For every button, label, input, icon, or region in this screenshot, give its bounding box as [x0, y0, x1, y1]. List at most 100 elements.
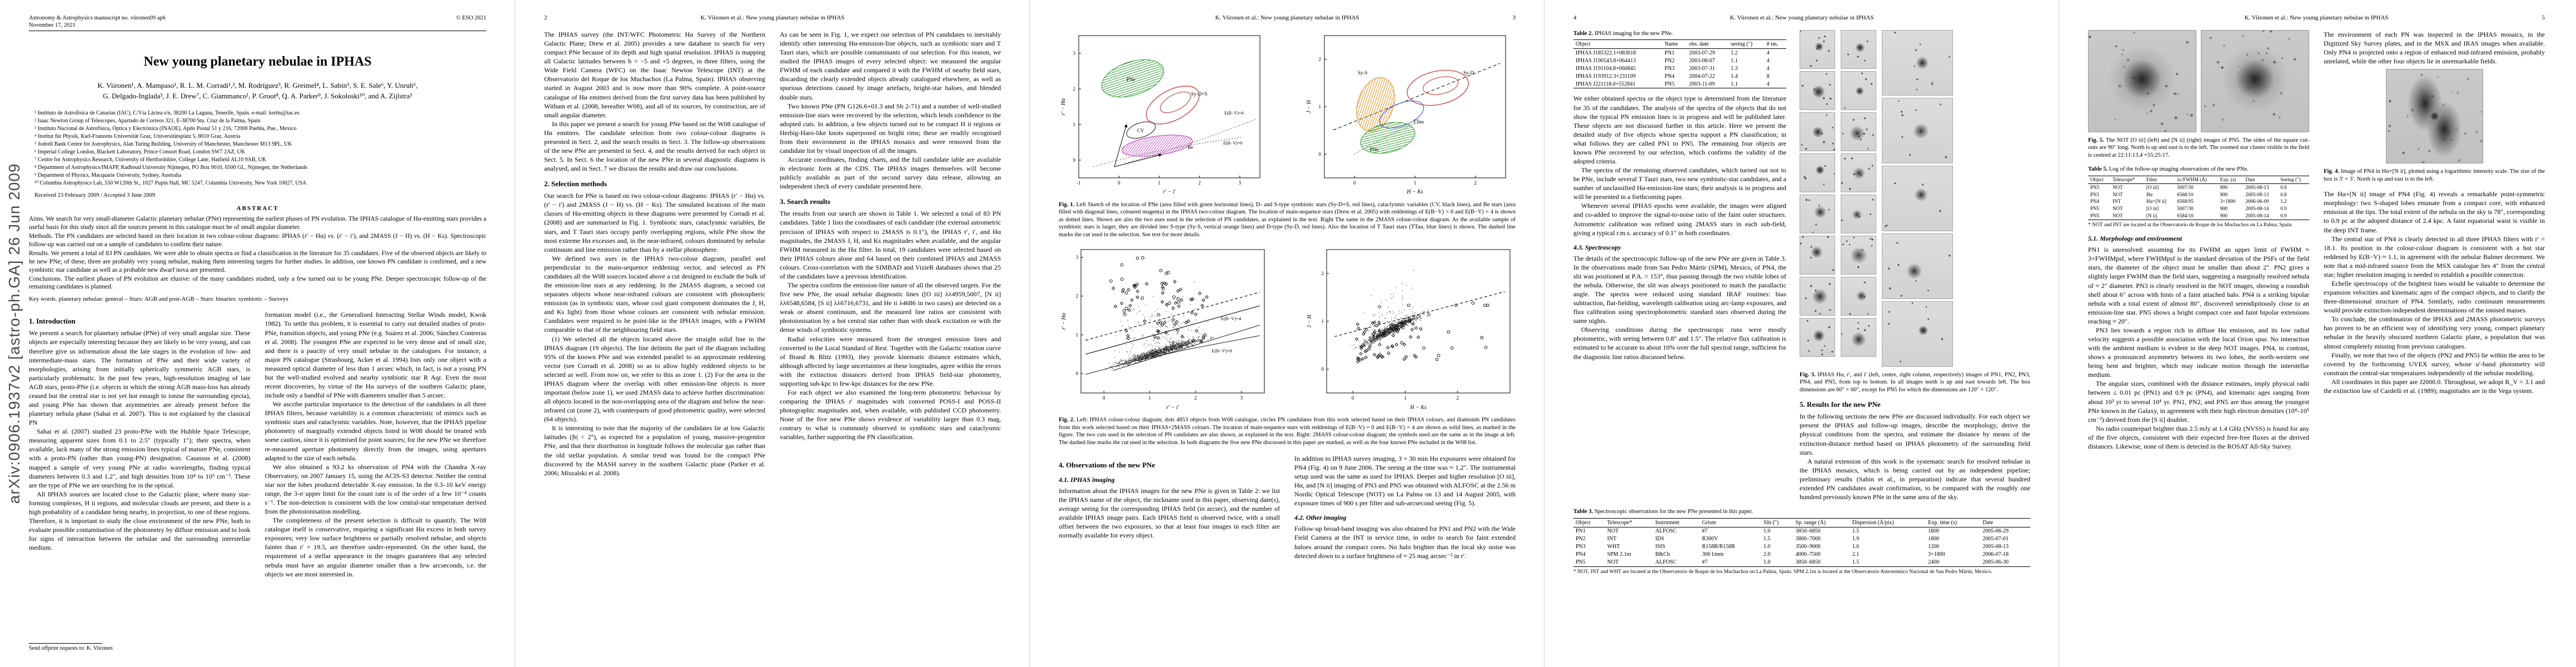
cutout-image [1841, 318, 1877, 357]
cutout-image [1841, 236, 1877, 275]
table-cell: 1.1 [1731, 57, 1738, 64]
table-cell: 4 [1766, 49, 1770, 56]
table-cell: 2003-07-31 [1689, 65, 1715, 72]
column-left: The IPHAS survey (the INT/WFC Photometri… [544, 30, 765, 477]
figure-2-caption: Fig. 2. Left: IPHAS colour-colour diagra… [1059, 417, 1516, 446]
column-header: # im. [1764, 39, 1787, 49]
affiliation: ⁹ Department of Physics, Macquarie Unive… [34, 172, 182, 178]
table-cell: INT [1607, 536, 1617, 542]
cutout-image [1841, 30, 1877, 69]
table-cell: NOT [2112, 206, 2123, 211]
data-table: Object Telescope* Filter λc/FWHM (Å) Exp. (s… [2088, 175, 2309, 220]
body-paragraph: The Hα+[N ii] image of PN4 (Fig. 4) reve… [2324, 190, 2545, 234]
affiliation: ³ Instituto Nacional de Astrofísica, Ópt… [34, 125, 297, 132]
table-cell: NOT [2112, 191, 2123, 197]
scatter-plot: 0 1 2 0 1 2 H − Ks J − H [1307, 249, 1511, 411]
authors-line-2: G. Delgado-Inglada³, J. E. Drew⁷, C. Gia… [103, 92, 412, 101]
manuscript-header: Astronomy & Astrophysics manuscript no. … [29, 14, 486, 29]
column-header: Sp. range (Å) [1793, 517, 1850, 527]
body-paragraph: All coordinates in this paper are J2000.… [2324, 377, 2545, 395]
table-5-block: Table 5. Log of the follow-up imaging ob… [2088, 166, 2309, 228]
affiliation: ⁸ Department of Astrophysics/IMAPP, Radb… [34, 164, 307, 171]
body-paragraph: The IPHAS survey (the INT/WFC Photometri… [544, 31, 765, 119]
table-cell: 0.8 [2280, 191, 2287, 197]
abstract-conclusions: Conclusions. The earliest phases of PN e… [29, 275, 486, 291]
figure-2: 0 1 2 3 0 1 2 3 r′ − i′ r′ − Hα E(B−V)=0 E(B−V)=4 0… [1059, 245, 1516, 412]
fig2-left-scatter: 0 1 2 3 0 1 2 3 r′ − i′ r′ − Hα E(B−V)=0 E(B−V)=4 [1059, 245, 1270, 412]
figure-3-label: Fig. 3. [1800, 372, 1816, 378]
table-cell: 5007/30 [2177, 206, 2194, 211]
section-heading-results: 5. Results for the new PNe [1800, 400, 1881, 409]
selection-axis-2 [1114, 124, 1128, 167]
subsection-heading-morphology: 5.1. Morphology and environment [2088, 235, 2183, 243]
table-cell: 1800 [1928, 536, 1940, 542]
figure-5-images [2088, 30, 2309, 132]
body-paragraph: In the following sections the new PNe ar… [1800, 412, 2030, 456]
abstract-methods: Methods. The PN candidates are selected … [29, 232, 486, 248]
y-tick: 2 [1319, 57, 1322, 62]
figure-4-caption: Fig. 4. Image of PN4 in Hα+[N ii], plott… [2324, 168, 2545, 182]
column-header: λc/FWHM (Å) [2175, 175, 2218, 185]
body-paragraph: The angular sizes, combined with the dis… [2088, 380, 2309, 424]
table-cell: NOT [2112, 184, 2123, 190]
table-row: IPHAS J190543.8+064413 PN2 2003-08-07 1.1 4 [1573, 57, 1786, 64]
table-cell: 2006-06-09 [2245, 198, 2269, 205]
x-tick: 0 [1353, 180, 1356, 186]
figure-5-caption: Fig. 5. The NOT [O iii] (left) and [N ii… [2088, 137, 2309, 158]
svg-text:3: 3 [1240, 395, 1243, 401]
svg-text:0: 0 [1352, 395, 1354, 401]
figure-4-image-wrap [2324, 69, 2545, 164]
table-cell: 0.9 [2280, 206, 2287, 211]
region-label-ttau: TTau [1413, 119, 1424, 125]
running-title: K. Viironen et al.: New young planetary … [700, 14, 845, 21]
column-header: Date [1980, 517, 2030, 527]
subsection-heading-spectroscopy: 4.3. Spectroscopy [1573, 243, 1621, 251]
table-2: Object Name obs. date seeing (″) # im. IPHAS … [1573, 39, 1787, 89]
column-right: Fig. 3. IPHAS Hα, r′, and i′ (left, cent… [1800, 30, 2030, 501]
cutout-image [1800, 30, 1836, 69]
cutout-image [1841, 277, 1877, 316]
x-axis-label: r′ − i′ [1163, 189, 1177, 195]
reddening-track-ebv0 [1093, 137, 1243, 167]
table-cell: SPM 2.1m [1607, 551, 1631, 558]
y-tick: 1 [1073, 122, 1076, 127]
affiliation: ¹ Instituto de Astrofísica de Canarias (… [34, 109, 300, 116]
column-header: Instrument [1653, 517, 1700, 527]
table-row: IPHAS J185322.1+083018 PN1 2003-07-29 1.2 4 [1573, 49, 1786, 57]
running-title: K. Viironen et al.: New young planetary … [1730, 14, 1874, 21]
table-cell: 300 l/mm [1702, 551, 1724, 558]
subsection-heading-other-imaging: 4.2. Other imaging [1294, 514, 1347, 522]
body-paragraph: The results from our search are shown in… [780, 210, 1001, 280]
svg-text:2: 2 [1076, 293, 1079, 299]
table-row: PN1 NOT ALFOSC #7 1.0 3850–6850 1.5 1800 2005-06… [1573, 527, 2030, 535]
table-cell: 6568/95 [2177, 198, 2194, 205]
table-cell: 2005-06-30 [1980, 558, 2030, 567]
body-paragraph: Observing conditions during the spectros… [1573, 326, 1787, 361]
table-cell: NOT [2110, 212, 2144, 220]
table-cell: NOT [1607, 528, 1619, 535]
table-cell: 1.9 [1852, 536, 1860, 542]
pn4-halpha-nii-image [2385, 69, 2483, 164]
body-paragraph: (1) We selected all the objects located … [544, 335, 765, 424]
region-label-pne: PNe [1127, 77, 1135, 82]
body-paragraph: It is interesting to note that the major… [544, 424, 765, 477]
fig1-right-panel: Sy-S Sy-D PNe TTau 0 1 2 0 1 2 H − Ks J … [1306, 35, 1506, 195]
x-tick: 0 [1118, 180, 1120, 186]
table-3-block: Table 3. Spectroscopic observations for … [1573, 508, 2030, 575]
table-cell: 2005-08-13 [2245, 184, 2269, 190]
table-cell: PN3 [1576, 544, 1586, 550]
table-row: PN4 INT Hα+[N ii] 6568/95 3×1800 2006-06-09 1.… [2088, 198, 2309, 206]
body-paragraph: formation model (i.e., the Generalised I… [265, 311, 487, 400]
page4-layout: Table 2. IPHAS imaging for the new PNe. … [1573, 30, 2030, 501]
body-paragraph: To conclude, the combination of the IPHA… [2324, 315, 2545, 350]
y-axis-label: r′ − Hα [1060, 98, 1067, 115]
table-row: IPHAS J193912.3+231109 PN4 2004-07-22 1.4 8 [1573, 72, 1786, 80]
y-tick: 0 [1319, 151, 1322, 157]
body-paragraph: Sahai et al. (2007) studied 23 proto-PNe… [29, 427, 251, 489]
table-cell: 2006-07-18 [1982, 551, 2009, 558]
table-cell: IPHAS J221118.0+552841 [1573, 80, 1663, 89]
section-heading-introduction: 1. Introduction [29, 317, 76, 326]
column-left: 1. Introduction We present a search for … [29, 310, 251, 578]
running-head: 4 K. Viironen et al.: New young planetar… [1573, 14, 2030, 21]
table-cell: IDS [1655, 536, 1665, 542]
